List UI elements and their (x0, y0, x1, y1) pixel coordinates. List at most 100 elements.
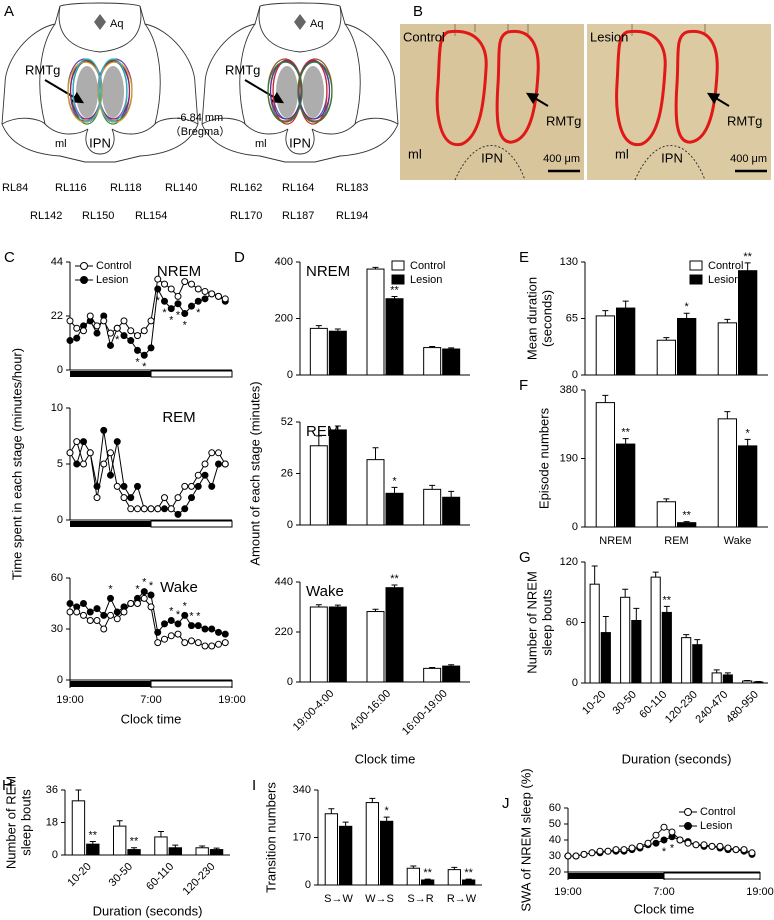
error-bar (131, 847, 138, 850)
error-bar (334, 328, 341, 332)
bar (154, 836, 168, 856)
point (73, 324, 81, 332)
scale-label: 400 μm (730, 153, 767, 165)
point (127, 494, 135, 502)
significance: * (183, 600, 188, 612)
panel-label: I (252, 777, 256, 794)
region-label: IPN (481, 150, 503, 165)
point (73, 438, 81, 446)
legend-label: Control (708, 260, 743, 272)
error-bar (213, 847, 220, 850)
point (134, 505, 141, 513)
bar (677, 522, 697, 528)
region-label: ml (408, 146, 422, 161)
error-bar (602, 615, 609, 633)
y-tick-label: 52 (281, 416, 293, 428)
x-tick-label: 10-20 (65, 861, 93, 889)
point (107, 329, 114, 337)
point (181, 278, 189, 286)
point (86, 449, 94, 457)
point (167, 305, 175, 313)
x-tick-label: 120-230 (181, 861, 218, 898)
bar (616, 307, 636, 376)
bar (366, 268, 385, 376)
point (140, 588, 148, 596)
y-tick-label: 30 (51, 623, 63, 635)
bar (616, 443, 636, 528)
legend-swatch (689, 274, 703, 285)
y-tick-label: 18 (46, 816, 58, 828)
point (221, 460, 229, 468)
point (100, 460, 108, 468)
y-tick-label: 0 (57, 364, 63, 376)
x-tick-label: 19:00 (218, 694, 246, 706)
point (86, 608, 94, 616)
point (93, 605, 101, 613)
bar (738, 445, 758, 528)
bar (309, 327, 328, 376)
point (107, 449, 114, 457)
point (724, 844, 732, 852)
x-axis-label: Clock time (634, 901, 695, 916)
point (80, 611, 87, 619)
error-bar (448, 347, 455, 350)
y-axis-label: Number of NREM (524, 571, 539, 674)
legend-marker (80, 262, 88, 270)
region-label: ml (615, 146, 629, 161)
error-bar (391, 295, 398, 299)
point (80, 600, 87, 607)
panel-label: C (4, 249, 15, 266)
x-axis-label: Duration (seconds) (622, 751, 732, 766)
point (140, 351, 148, 359)
point (676, 836, 684, 844)
error-bar (724, 411, 731, 419)
point (127, 337, 135, 345)
point (113, 615, 121, 623)
chart-title: REM (162, 409, 195, 426)
point (147, 344, 155, 352)
point (100, 426, 108, 434)
point (194, 471, 202, 479)
x-tick-label: 7:00 (140, 694, 161, 706)
bar (339, 825, 353, 886)
coordinate-ref: （Bregma） (170, 125, 231, 138)
point (692, 841, 700, 849)
bar (86, 843, 100, 856)
error-bar (744, 438, 751, 446)
region-label: Aq (310, 18, 323, 30)
point (181, 639, 189, 647)
image-title: Control (403, 29, 445, 44)
point (127, 327, 135, 335)
y-axis-label: sleep bouts (18, 789, 33, 856)
x-tick-label: 7:00 (653, 886, 674, 898)
significance: * (385, 805, 390, 817)
x-tick-label: REM (664, 535, 688, 547)
x-tick-label: 4:00-16:00 (347, 688, 393, 734)
panel-label: G (519, 549, 531, 566)
point (174, 630, 182, 638)
y-tick-label: 10 (51, 402, 63, 414)
case-label: RL194 (336, 210, 368, 222)
y-tick-label: 0 (287, 369, 293, 381)
point (732, 846, 740, 854)
point (140, 594, 148, 602)
point (188, 622, 195, 630)
point (201, 471, 209, 479)
significance: ** (423, 867, 432, 879)
significance: * (189, 611, 194, 623)
point (66, 337, 74, 345)
point (147, 317, 155, 325)
bar (631, 619, 642, 684)
y-tick-label: 44 (51, 256, 63, 268)
y-tick-label: 0 (57, 514, 63, 526)
y-tick-label: 340 (293, 784, 311, 796)
error-bar (315, 604, 322, 607)
point (93, 494, 101, 502)
error-bar (315, 325, 322, 329)
legend-label: Lesion (410, 274, 442, 286)
y-tick-label: 22 (51, 310, 63, 322)
legend-swatch (689, 260, 703, 271)
bar (442, 348, 461, 376)
y-tick-label: 0 (57, 674, 63, 686)
point (120, 332, 128, 340)
